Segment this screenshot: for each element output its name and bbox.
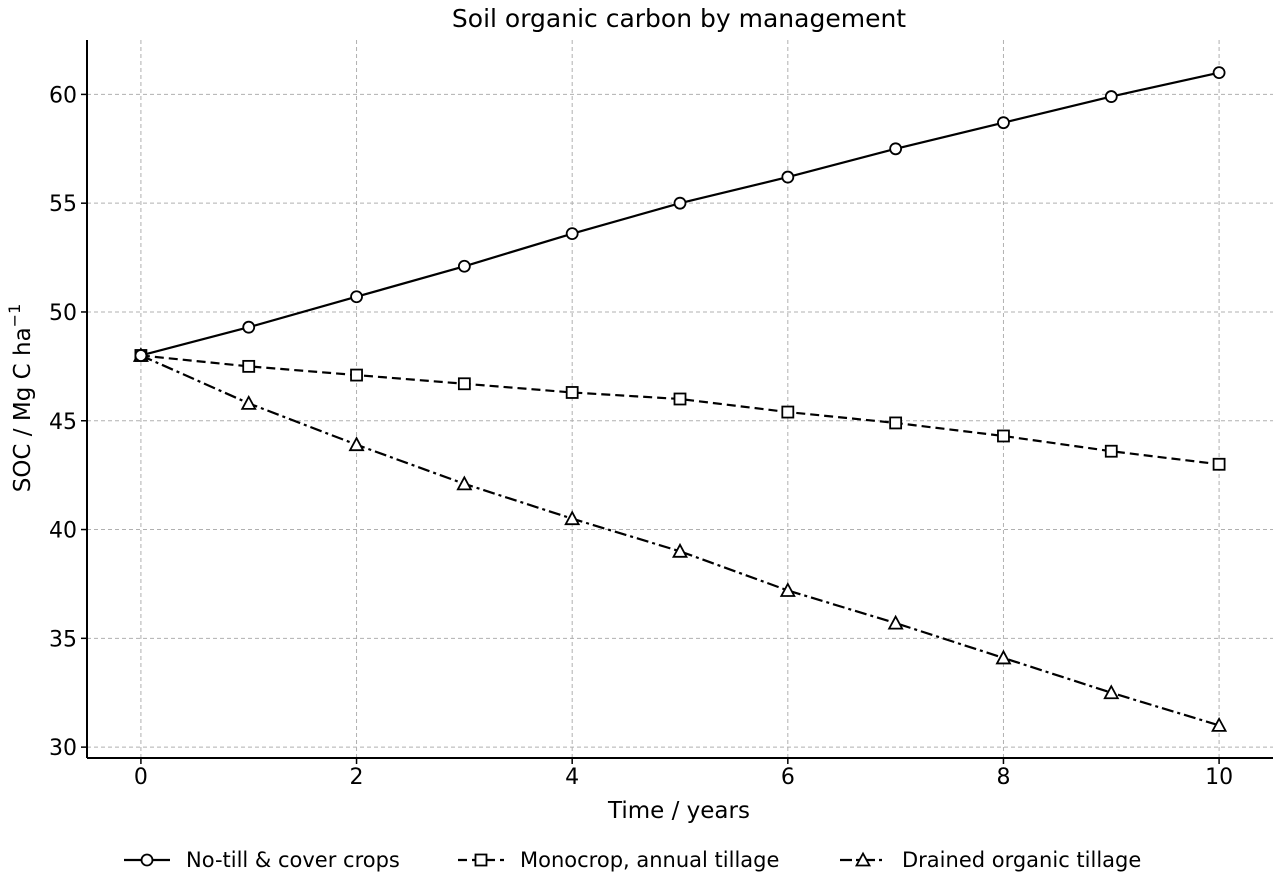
grid-layer — [87, 40, 1273, 758]
legend-item: Monocrop, annual tillage — [458, 848, 779, 872]
data-point — [889, 416, 903, 430]
data-point — [564, 510, 581, 526]
data-point — [889, 142, 903, 156]
data-point — [995, 649, 1012, 665]
y-tick-label: 45 — [49, 410, 77, 435]
legend-label: Drained organic tillage — [902, 848, 1141, 872]
legend-marker — [854, 851, 872, 867]
series-line — [140, 354, 1220, 727]
legend-marker — [140, 853, 154, 867]
x-tick-label: 8 — [996, 765, 1010, 790]
legend-item: No-till & cover crops — [124, 848, 400, 872]
x-tick-label: 4 — [565, 765, 579, 790]
x-tick-label: 10 — [1205, 765, 1233, 790]
chart-title: Soil organic carbon by management — [452, 4, 906, 33]
data-point — [350, 368, 363, 382]
data-point — [781, 405, 795, 419]
data-point — [456, 475, 473, 491]
y-tick-label: 60 — [49, 83, 77, 108]
legend-item: Drained organic tillage — [840, 848, 1141, 872]
series-0 — [134, 66, 1226, 362]
data-point — [242, 359, 256, 373]
y-tick-label: 35 — [49, 627, 77, 652]
y-tick-label: 55 — [49, 192, 77, 217]
y-axis-label-text: SOC / Mg C ha — [10, 327, 36, 492]
y-tick-label: 40 — [49, 519, 77, 544]
data-point — [781, 170, 795, 184]
data-point — [673, 196, 687, 210]
legend-label: No-till & cover crops — [186, 848, 400, 872]
data-point — [457, 377, 471, 391]
data-point — [565, 227, 579, 241]
data-point — [242, 320, 256, 334]
axes-layer: 0 2 4 6 8 10 30 35 40 45 50 55 60 — [49, 40, 1273, 790]
data-point — [997, 116, 1010, 130]
data-point — [1212, 457, 1226, 471]
y-axis-label: SOC / Mg C ha−1 — [5, 304, 36, 493]
y-axis-label-superscript: −1 — [5, 304, 24, 328]
data-point — [1103, 684, 1120, 700]
x-axis-label: Time / years — [607, 798, 750, 824]
series-1 — [134, 349, 1226, 471]
data-point — [1211, 716, 1228, 732]
data-point — [565, 386, 579, 399]
legend: No-till & cover crops Monocrop, annual ti… — [124, 848, 1141, 872]
data-point — [671, 542, 689, 558]
data-point — [350, 290, 363, 304]
data-point — [457, 259, 471, 273]
data-point — [1212, 66, 1226, 80]
data-point — [887, 614, 904, 630]
series-line — [140, 71, 1220, 357]
data-point — [240, 394, 257, 410]
legend-marker — [474, 853, 488, 867]
data-point — [134, 349, 148, 362]
y-tick-label: 30 — [49, 736, 77, 761]
x-tick-label: 6 — [781, 765, 795, 790]
data-point — [348, 436, 365, 452]
y-tick-label: 50 — [49, 301, 77, 326]
x-tick-label: 2 — [350, 765, 364, 790]
legend-label: Monocrop, annual tillage — [520, 848, 779, 872]
x-tick-label: 0 — [134, 765, 148, 790]
data-point — [673, 392, 687, 406]
series-layer — [132, 66, 1228, 732]
data-point — [1104, 90, 1118, 103]
series-line — [140, 354, 1220, 466]
data-point — [779, 582, 796, 597]
data-point — [997, 429, 1010, 443]
data-point — [1104, 444, 1118, 458]
series-2 — [132, 347, 1228, 732]
